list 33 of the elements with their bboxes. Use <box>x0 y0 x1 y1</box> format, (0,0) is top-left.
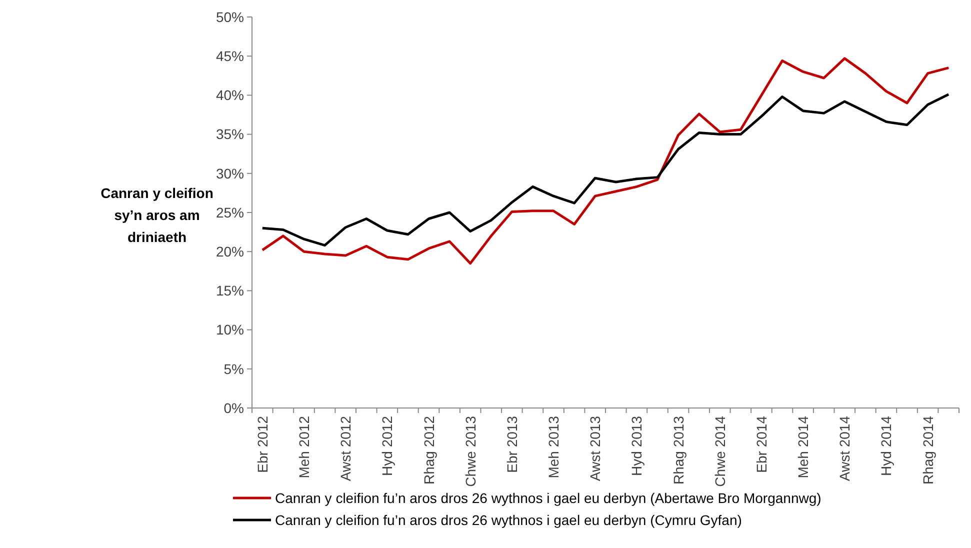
legend-label: Canran y cleifion fu’n aros dros 26 wythnos i gael eu derbyn (Abertawe Bro Morgannwg) <box>275 490 822 506</box>
y-tick-label: 15% <box>216 282 244 299</box>
x-tick-label: Hyd 2014 <box>878 416 894 476</box>
x-tick-label: Meh 2014 <box>795 416 812 478</box>
x-tick-label: Rhag 2014 <box>920 416 936 485</box>
y-tick-label: 35% <box>216 126 244 142</box>
x-tick-label: Ebr 2014 <box>753 416 770 473</box>
line-series <box>261 57 950 265</box>
y-tick-label: 10% <box>216 322 244 338</box>
y-tick-label: 20% <box>216 244 244 260</box>
x-tick-label: Chwe 2013 <box>462 416 478 487</box>
x-tick-label: Hyd 2013 <box>628 416 645 476</box>
x-tick-label: Meh 2013 <box>546 416 562 478</box>
y-axis-title: Canran y cleifion sy’n aros am driniaeth <box>100 185 214 245</box>
x-tick-label: Chwe 2014 <box>712 416 728 487</box>
y-tick-label: 30% <box>216 165 244 182</box>
line-series <box>261 93 950 247</box>
x-tick-label: Awst 2012 <box>338 416 354 482</box>
x-tick-label: Rhag 2012 <box>420 416 437 485</box>
x-tick-label: Awst 2014 <box>836 416 853 482</box>
x-tick-label: Ebr 2013 <box>504 416 520 473</box>
x-tick-label: Hyd 2012 <box>379 416 396 476</box>
x-tick-label: Ebr 2012 <box>254 416 270 473</box>
y-tick-label: 40% <box>216 87 244 104</box>
y-tick-label: 0% <box>224 400 244 416</box>
y-tick-label: 45% <box>216 48 244 64</box>
legend-label: Canran y cleifion fu’n aros dros 26 wythnos i gael eu derbyn (Cymru Gyfan) <box>275 512 742 528</box>
y-tick-label: 5% <box>224 360 244 377</box>
y-tick-label: 25% <box>216 204 244 220</box>
y-tick-label: 50% <box>216 8 244 25</box>
x-tick-label: Rhag 2013 <box>670 416 686 485</box>
x-tick-label: Meh 2012 <box>296 416 312 478</box>
x-tick-label: Awst 2013 <box>587 416 604 482</box>
